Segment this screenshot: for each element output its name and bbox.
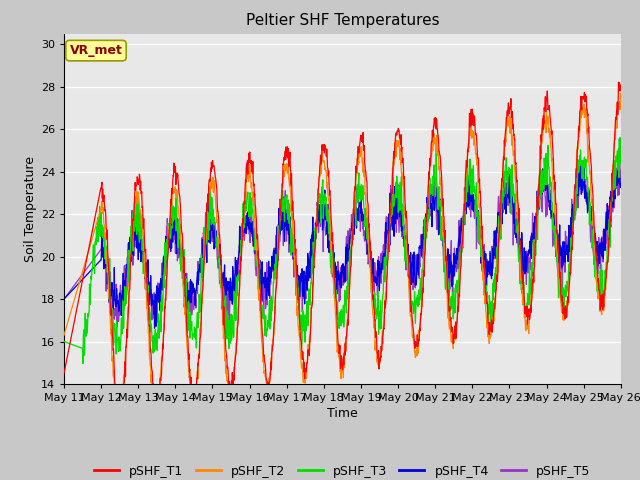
pSHF_T3 (184, 327, 192, 333)
pSHF_T2 (502, 139, 509, 145)
pSHF_T3 (60, 339, 68, 345)
pSHF_T4 (171, 230, 179, 236)
pSHF_T1 (171, 165, 179, 171)
pSHF_T2 (429, 136, 437, 142)
pSHF_T5 (60, 296, 68, 302)
pSHF_T1 (502, 126, 509, 132)
pSHF_T5 (246, 215, 254, 220)
pSHF_T2 (616, 90, 624, 96)
pSHF_T3 (551, 244, 559, 250)
pSHF_T4 (502, 211, 509, 217)
pSHF_T3 (79, 360, 87, 366)
pSHF_T3 (502, 169, 509, 175)
pSHF_T4 (617, 181, 625, 187)
pSHF_T3 (171, 216, 179, 222)
pSHF_T1 (614, 79, 622, 85)
pSHF_T2 (115, 421, 123, 427)
pSHF_T4 (150, 325, 158, 331)
pSHF_T5 (429, 200, 437, 205)
Line: pSHF_T2: pSHF_T2 (64, 93, 621, 424)
pSHF_T4 (429, 192, 437, 198)
Title: Peltier SHF Temperatures: Peltier SHF Temperatures (246, 13, 439, 28)
Y-axis label: Soil Temperature: Soil Temperature (24, 156, 36, 262)
pSHF_T1 (184, 344, 192, 349)
pSHF_T4 (551, 217, 559, 223)
Line: pSHF_T4: pSHF_T4 (64, 159, 621, 328)
pSHF_T2 (184, 363, 192, 369)
pSHF_T5 (184, 289, 192, 295)
pSHF_T2 (246, 177, 254, 183)
pSHF_T1 (115, 416, 122, 422)
pSHF_T3 (617, 148, 625, 154)
pSHF_T4 (184, 299, 192, 305)
pSHF_T3 (246, 205, 254, 211)
pSHF_T5 (614, 156, 622, 162)
pSHF_T1 (60, 371, 68, 376)
pSHF_T5 (617, 182, 625, 188)
Text: VR_met: VR_met (70, 44, 122, 57)
pSHF_T3 (429, 173, 437, 179)
Line: pSHF_T3: pSHF_T3 (64, 138, 621, 363)
pSHF_T4 (246, 229, 254, 235)
pSHF_T5 (113, 324, 121, 330)
X-axis label: Time: Time (327, 407, 358, 420)
pSHF_T4 (60, 296, 68, 302)
pSHF_T4 (573, 156, 581, 162)
pSHF_T1 (246, 158, 254, 164)
pSHF_T1 (617, 83, 625, 88)
pSHF_T2 (617, 95, 625, 101)
pSHF_T2 (171, 189, 179, 195)
pSHF_T2 (551, 212, 559, 217)
pSHF_T5 (551, 240, 559, 246)
pSHF_T3 (616, 135, 624, 141)
pSHF_T5 (502, 203, 509, 209)
pSHF_T2 (60, 332, 68, 338)
pSHF_T1 (429, 134, 437, 140)
Line: pSHF_T1: pSHF_T1 (64, 82, 621, 419)
Line: pSHF_T5: pSHF_T5 (64, 159, 621, 327)
pSHF_T5 (171, 236, 179, 242)
Legend: pSHF_T1, pSHF_T2, pSHF_T3, pSHF_T4, pSHF_T5: pSHF_T1, pSHF_T2, pSHF_T3, pSHF_T4, pSHF… (89, 460, 596, 480)
pSHF_T1 (551, 179, 559, 185)
